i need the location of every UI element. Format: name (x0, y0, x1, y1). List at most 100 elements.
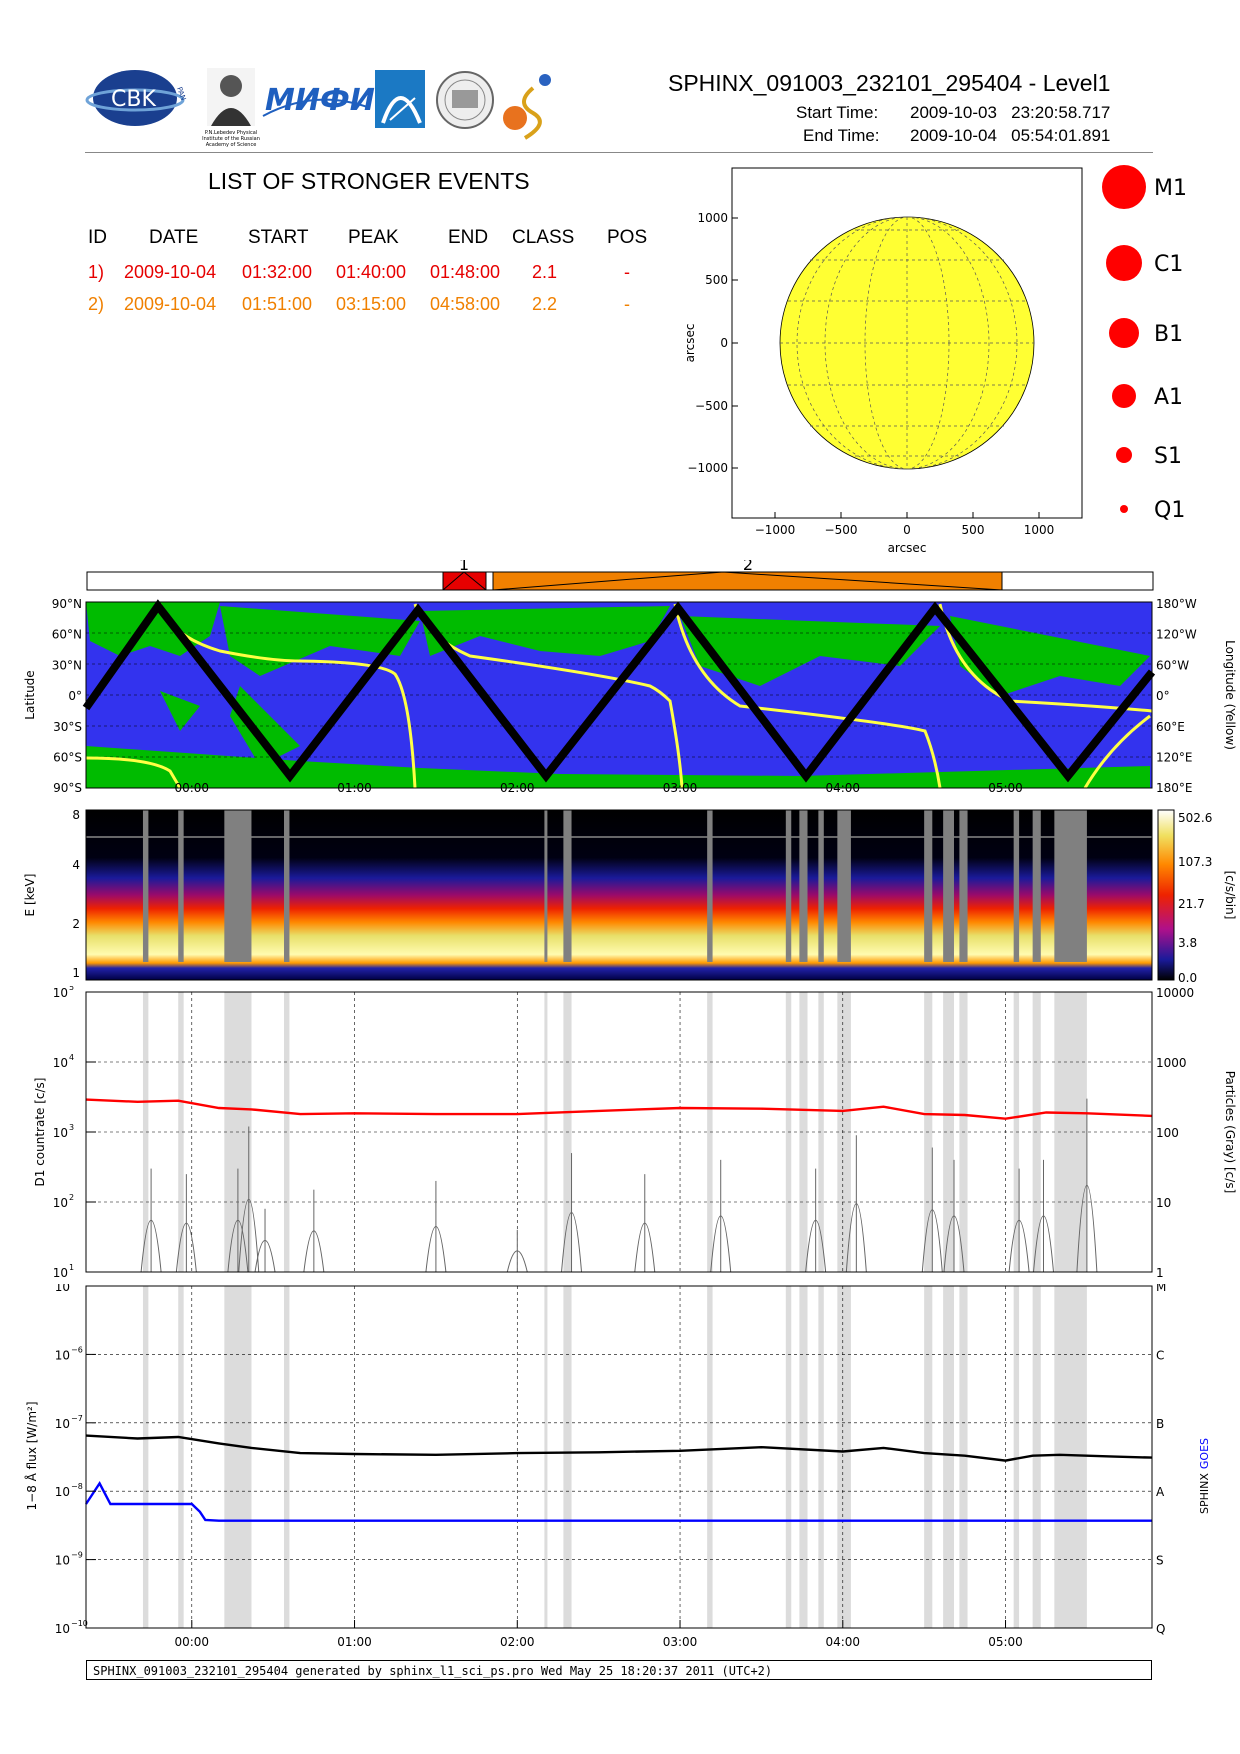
flux-ytick-exp: −7 (71, 1414, 83, 1423)
orbit-time-label: 04:00 (825, 781, 860, 795)
svg-text:Academy of Science: Academy of Science (206, 142, 257, 148)
event-id: 2) (88, 294, 105, 314)
spectrogram-panel: 8 4 2 1 E [keV] 502.6 107.3 21.7 3.8 0.0 [c/s/b… (23, 808, 1237, 985)
seal-logo (436, 71, 494, 129)
colorbar-tick: 21.7 (1178, 897, 1205, 911)
spectrogram-gap (924, 810, 933, 962)
size-legend-marker (1120, 505, 1128, 513)
orbit-frame (85, 601, 1153, 789)
event-class: 2.2 (532, 294, 558, 314)
d1-ytick-right: 1 (1156, 1266, 1164, 1278)
svg-text:P.N.Lebedev Physical: P.N.Lebedev Physical (205, 130, 257, 136)
orbit-time-label: 02:00 (500, 781, 535, 795)
footer-text: SPHINX_091003_232101_295404 generated by… (93, 1664, 773, 1678)
spectrogram-gap (224, 810, 252, 962)
lebedev-logo: P.N.Lebedev Physical Institute of the Ru… (202, 68, 260, 148)
orbit-ytick-left: 0° (68, 689, 82, 703)
orbit-track (82, 599, 1156, 783)
sun-ytick-label: 0 (720, 336, 728, 350)
time-tick-label: 01:00 (337, 1635, 372, 1649)
time-tick-label: 00:00 (174, 1635, 209, 1649)
col-date: DATE (149, 227, 199, 248)
d1-gap (142, 992, 149, 1272)
goes-class-label: M (1156, 1284, 1166, 1294)
flux-ytick: 10 (55, 1348, 70, 1362)
institute-logo (375, 70, 425, 128)
flux-ytick-exp: −10 (71, 1619, 88, 1628)
orbit-ytick-left: 60°N (52, 628, 82, 642)
goes-class-label: B (1156, 1417, 1164, 1431)
orbit-time-label: 03:00 (663, 781, 698, 795)
size-legend-label: B1 (1154, 322, 1183, 347)
orbit-ytick-left: 90°S (53, 781, 82, 795)
d1-gap (818, 992, 824, 1272)
event-bar-label-2: 2 (743, 560, 753, 574)
event-start: 01:32:00 (242, 262, 313, 282)
event-bar: 1 2 (86, 560, 1154, 591)
d1-ytick-left: 10 (53, 986, 68, 1000)
colorbar-tick: 502.6 (1178, 811, 1212, 825)
flux-ytick: 10 (55, 1417, 70, 1431)
d1-ytick-exp: 5 (69, 986, 74, 992)
sun-map-ylabel: arcsec (683, 324, 697, 363)
orbit-ytick-right: 120°W (1156, 628, 1197, 642)
colorbar-tick: 0.0 (1178, 971, 1197, 985)
event-peak: 03:15:00 (336, 294, 407, 314)
size-legend-marker (1106, 245, 1142, 281)
svg-text:Institute of the Russian: Institute of the Russian (202, 136, 260, 142)
col-class: CLASS (512, 227, 575, 248)
colorbar-tick: 107.3 (1178, 855, 1212, 869)
d1-ytick-exp: 2 (69, 1193, 74, 1202)
orbit-panel: 90°N 60°N 30°N 0° 30°S 60°S 90°S 180°W 120°W 60°W… (23, 597, 1237, 795)
spectrogram-yticks: 8 4 2 1 (72, 808, 80, 980)
flux-gap (178, 1286, 184, 1628)
d1-ytick-left: 10 (53, 1126, 68, 1140)
size-legend-label: C1 (1154, 252, 1183, 277)
col-pos: POS (607, 227, 648, 248)
event-end: 04:58:00 (430, 294, 501, 314)
orbit-ylabel-left: Latitude (23, 670, 37, 719)
size-legend-label: S1 (1154, 444, 1182, 469)
d1-gap (799, 992, 808, 1272)
flux-ytick: 10 (55, 1284, 70, 1294)
footer-caption: SPHINX_091003_232101_295404 generated by… (86, 1660, 1152, 1680)
spectrogram-gap (837, 810, 851, 962)
flux-gap (924, 1286, 933, 1628)
disk-grid (780, 216, 1034, 470)
flux-gap (1032, 1286, 1041, 1628)
d1-gap (707, 992, 713, 1272)
colorbar-ticks: 502.6 107.3 21.7 3.8 0.0 (1178, 811, 1212, 985)
event-pos: - (624, 294, 630, 314)
col-start: START (248, 227, 309, 248)
flux-gap (1013, 1286, 1020, 1628)
colorbar-label: [c/s/bin] (1223, 871, 1237, 920)
flux-gap (785, 1286, 792, 1628)
page-title: SPHINX_091003_232101_295404 - Level1 (668, 70, 1111, 96)
orbit-ytick-right: 120°E (1156, 751, 1193, 765)
spectrogram-gap (544, 810, 548, 962)
orbit-time-label: 05:00 (988, 781, 1023, 795)
goes-class-label: S (1156, 1554, 1164, 1568)
cbk-text: CBK (111, 87, 156, 112)
spectrogram-gap (959, 810, 968, 962)
size-legend-label: M1 (1154, 176, 1187, 201)
flux-gap (224, 1286, 252, 1628)
orbit-time-label: 00:00 (174, 781, 209, 795)
colorbar-tick: 3.8 (1178, 936, 1197, 950)
sun-logo (503, 74, 551, 140)
spectrogram-gap (707, 810, 713, 962)
spectrogram-gap (178, 810, 184, 962)
d1-ytick-right: 100 (1156, 1126, 1179, 1140)
event-id: 1) (88, 262, 105, 282)
spectrogram-gap (142, 810, 149, 962)
orbit-ytick-right: 180°W (1156, 597, 1197, 611)
spectrogram-frame (85, 809, 1153, 981)
size-legend-label: Q1 (1154, 498, 1185, 523)
d1-ytick-left: 10 (53, 1056, 68, 1070)
sun-xtick-label: 1000 (1024, 523, 1055, 537)
time-axis: 00:00 01:00 02:00 03:00 04:00 05:00 (174, 1620, 1023, 1649)
mifi-logo: МИФИ (262, 83, 375, 118)
